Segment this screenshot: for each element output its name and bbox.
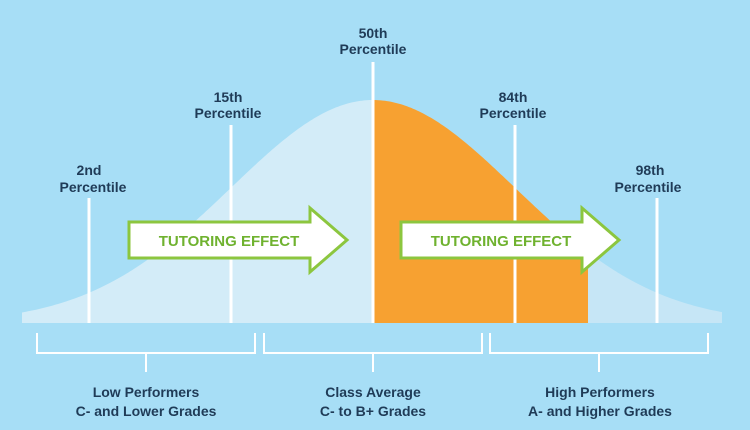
group-title: Low Performers [93,384,200,400]
arrow [127,204,350,276]
percentile-rank: 50th [359,25,388,41]
group-title: Class Average [325,384,421,400]
bracket [263,333,483,372]
percentile-label: Percentile [195,105,262,121]
percentile-label: Percentile [615,179,682,195]
percentile-label: Percentile [340,41,407,57]
bracket [36,333,256,372]
percentile-rank: 84th [499,89,528,105]
curve-highlight [373,100,588,323]
arrow-label: TUTORING EFFECT [159,233,300,250]
percentile-rank: 98th [636,162,665,178]
group-subtitle: A- and Higher Grades [528,403,672,419]
group-subtitle: C- and Lower Grades [76,403,217,419]
arrow-label: TUTORING EFFECT [431,233,572,250]
group-title: High Performers [545,384,655,400]
group-subtitle: C- to B+ Grades [320,403,426,419]
percentile-label: Percentile [60,179,127,195]
percentile-rank: 2nd [77,162,102,178]
percentile-label: Percentile [480,105,547,121]
curve-left [22,100,373,323]
arrow [399,204,622,276]
percentile-rank: 15th [214,89,243,105]
bracket [489,333,709,372]
curve-tail [588,252,722,323]
